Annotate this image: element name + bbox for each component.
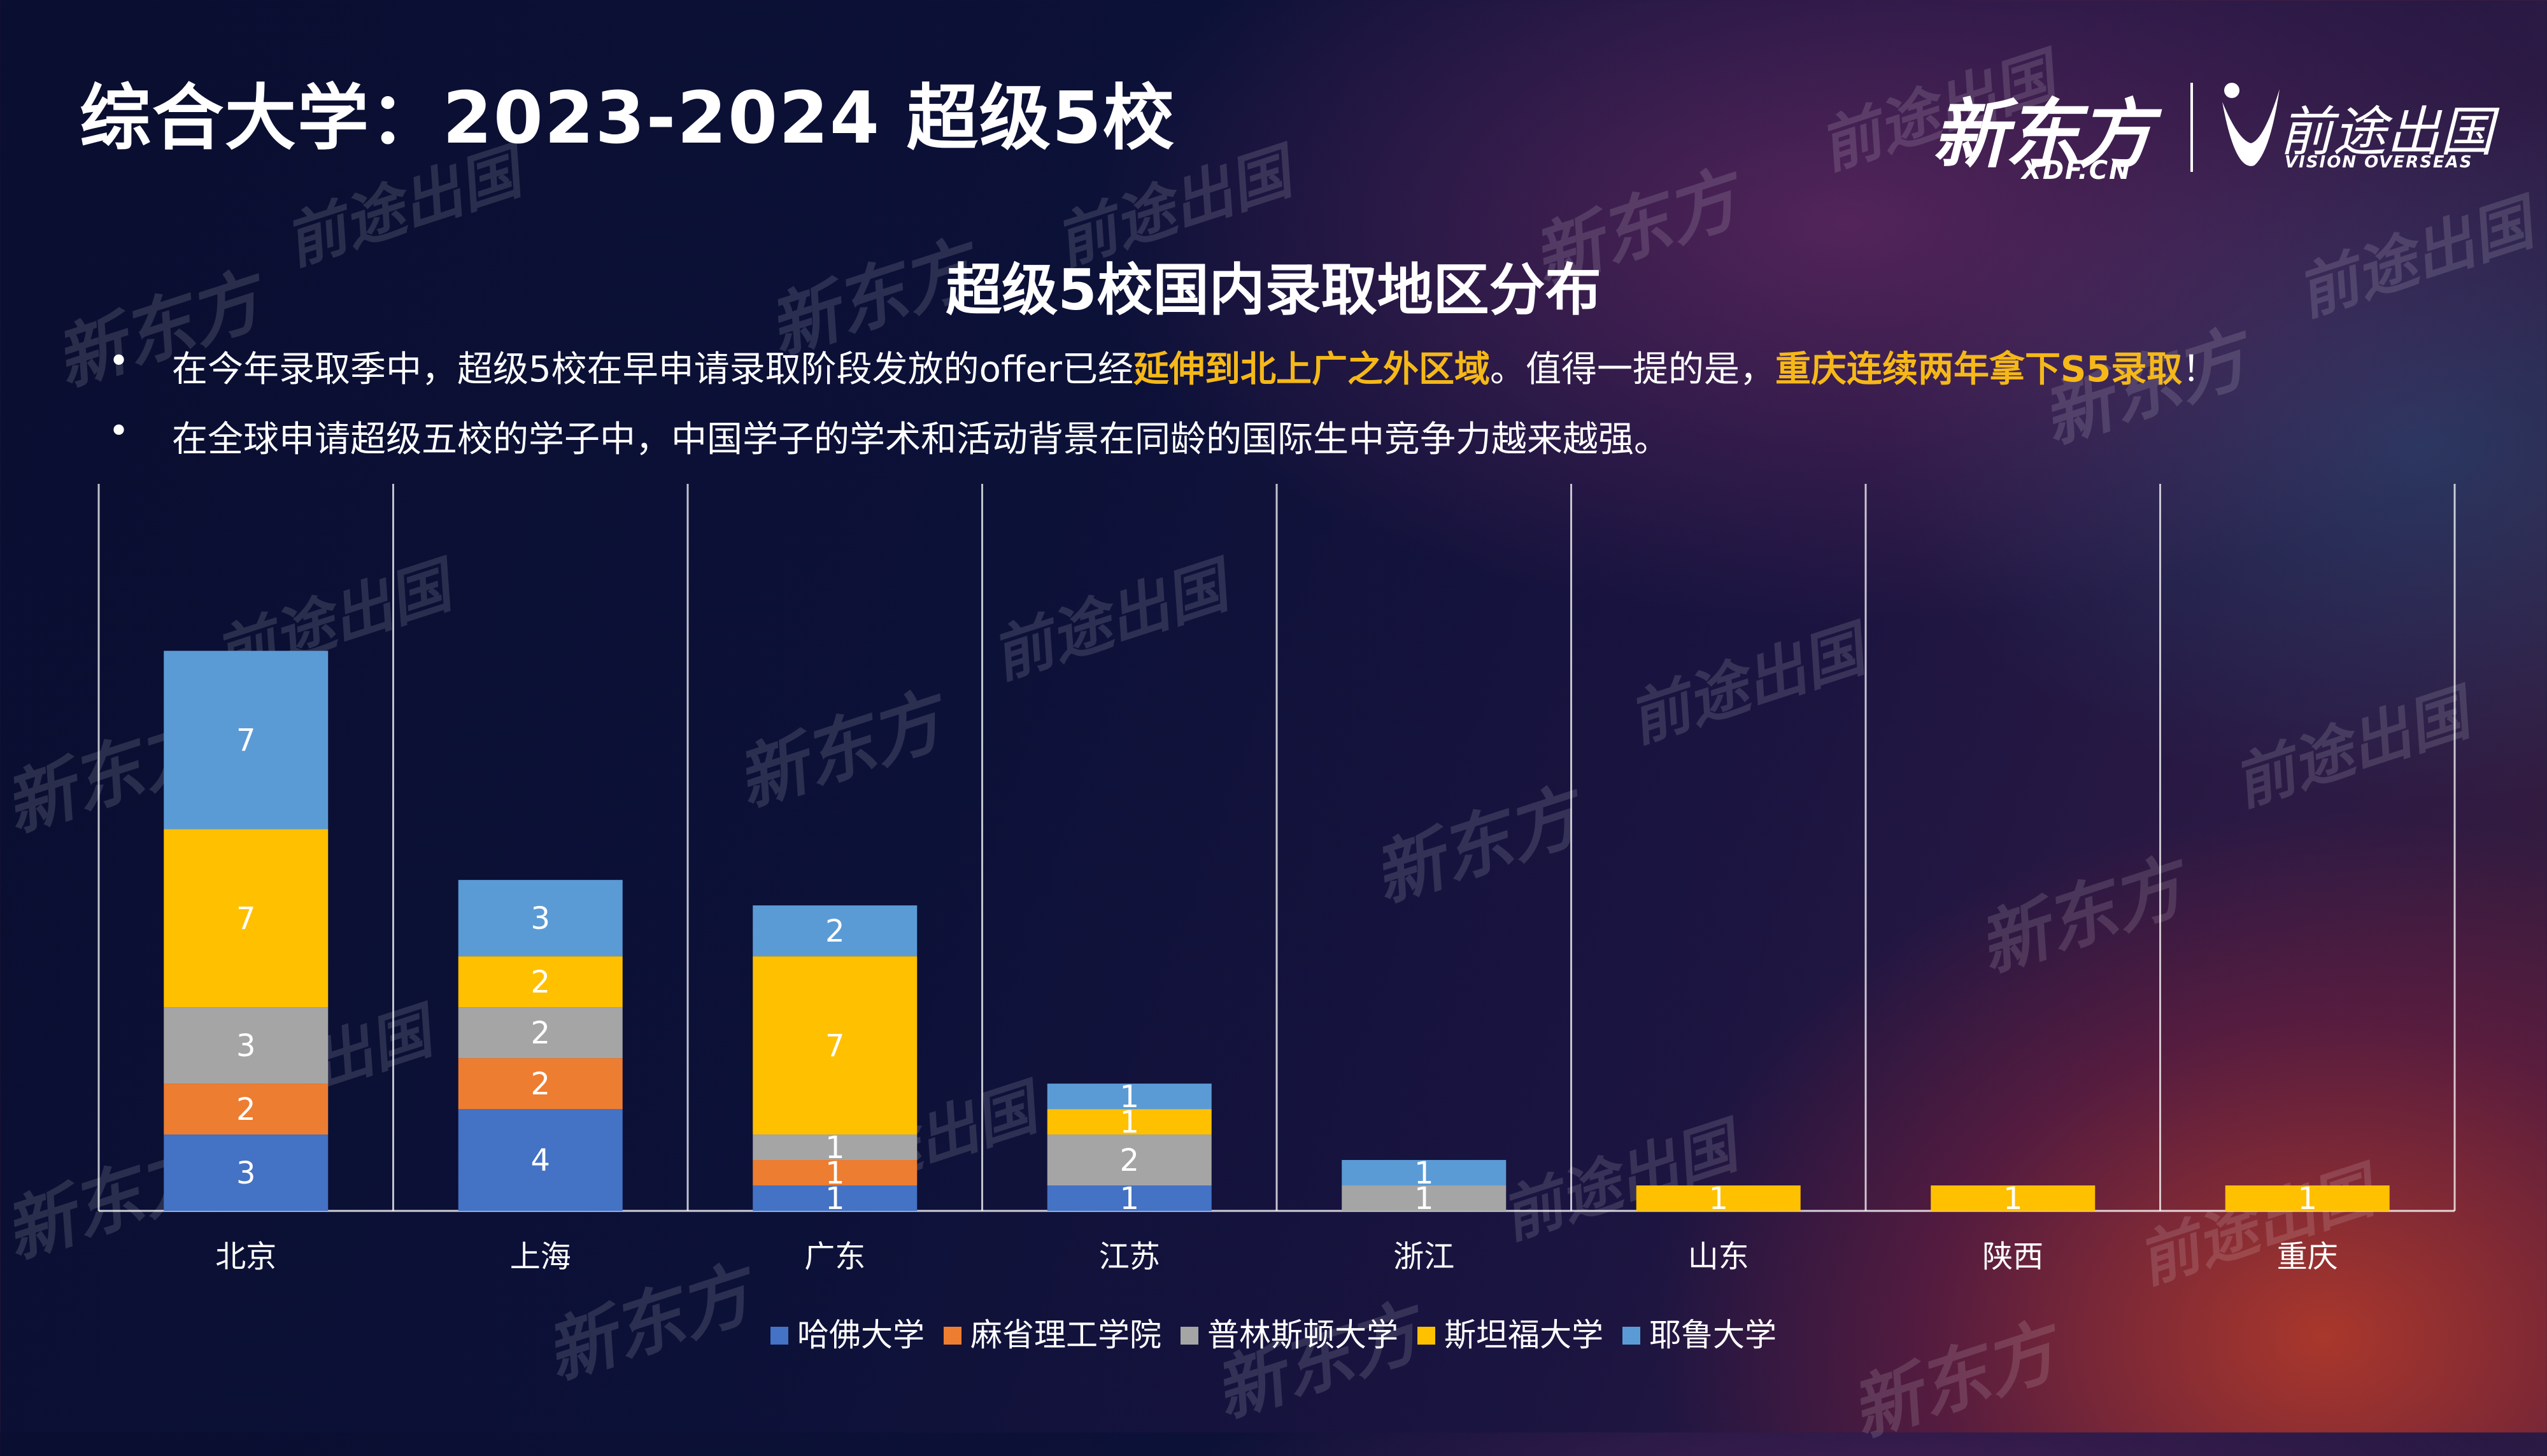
- page-title: 综合大学：2023-2024 超级5校: [80, 77, 1175, 160]
- vision-logo-en: VISION OVERSEAS: [2285, 153, 2473, 172]
- data-label: 7: [236, 901, 256, 937]
- bar-segment: [458, 880, 623, 957]
- data-label: 1: [1119, 1079, 1139, 1115]
- xdf-logo-en: XDF.CN: [2022, 156, 2132, 185]
- data-label: 2: [825, 914, 845, 949]
- bar-segment: [753, 1185, 918, 1211]
- data-label: 1: [1414, 1181, 1434, 1217]
- data-label: 2: [1119, 1143, 1139, 1178]
- data-label: 1: [1119, 1181, 1139, 1217]
- legend-label: 麻省理工学院: [970, 1317, 1161, 1354]
- bullet-text: 在全球申请超级五校的学子中，中国学子的学术和活动背景在同龄的国际生中竞争力越来越…: [172, 411, 1670, 462]
- legend-label: 普林斯顿大学: [1207, 1317, 1398, 1354]
- data-label: 1: [825, 1181, 845, 1217]
- bar-segment: [1047, 1084, 1212, 1110]
- legend-label: 哈佛大学: [797, 1317, 925, 1354]
- x-tick-label: 广东: [804, 1239, 865, 1275]
- x-tick-label: 北京: [215, 1239, 276, 1275]
- bullet-dot: •: [108, 341, 130, 382]
- bar-segment: [458, 1109, 623, 1211]
- bar-segment: [164, 1084, 329, 1135]
- data-label: 2: [530, 1066, 550, 1102]
- data-label: 1: [2003, 1181, 2023, 1217]
- legend-swatch: [1417, 1327, 1435, 1345]
- vision-logo-cn: 前途出国: [2280, 101, 2494, 163]
- bar-segment: [164, 829, 329, 1008]
- logo-divider: [2190, 83, 2193, 172]
- legend-swatch: [770, 1327, 788, 1345]
- bullet-segment: 在今年录取季中，超级5校在早申请录取阶段发放的offer已经: [172, 349, 1133, 390]
- legend-label: 斯坦福大学: [1444, 1317, 1603, 1354]
- bar-segment: [753, 1160, 918, 1186]
- data-label: 2: [530, 965, 550, 1000]
- data-label: 4: [530, 1143, 550, 1178]
- bar-segment: [1047, 1109, 1212, 1135]
- bar-segment: [1047, 1185, 1212, 1211]
- bullet-dot: •: [108, 411, 130, 452]
- x-tick-label: 上海: [510, 1239, 571, 1275]
- data-label: 3: [236, 1028, 256, 1064]
- bar-segment: [2225, 1185, 2390, 1211]
- chart-title: 超级5校国内录取地区分布: [946, 257, 1601, 323]
- bar-segment: [458, 1058, 623, 1110]
- data-label: 3: [236, 1156, 256, 1191]
- data-label: 1: [1414, 1156, 1434, 1191]
- xdf-logo-cn: 新东方: [1933, 90, 2153, 178]
- bullet-segment: 。值得一提的是，: [1489, 349, 1775, 390]
- bar-segment: [164, 1134, 329, 1211]
- bar-segment: [458, 956, 623, 1008]
- bar-segment: [1636, 1185, 1801, 1211]
- data-label: 1: [2297, 1181, 2317, 1217]
- bullet-segment: 在全球申请超级五校的学子中，中国学子的学术和活动背景在同龄的国际生中竞争力越来越…: [172, 419, 1670, 460]
- x-tick-label: 山东: [1688, 1239, 1749, 1275]
- bar-segment: [753, 1134, 918, 1161]
- bar-segment: [753, 956, 918, 1135]
- legend-swatch: [1181, 1327, 1198, 1345]
- bullet-segment: ！: [2182, 349, 2218, 390]
- bar-segment: [1342, 1185, 1507, 1211]
- data-label: 2: [236, 1092, 256, 1127]
- data-label: 7: [825, 1028, 845, 1064]
- x-tick-label: 陕西: [1982, 1239, 2043, 1275]
- x-tick-label: 江苏: [1099, 1239, 1160, 1275]
- data-label: 1: [825, 1156, 845, 1191]
- legend-swatch: [944, 1327, 961, 1345]
- bar-segment: [753, 905, 918, 957]
- highlighted-text: 重庆连续两年拿下S5录取: [1775, 349, 2183, 390]
- data-label: 7: [236, 723, 256, 758]
- x-tick-label: 重庆: [2277, 1239, 2338, 1275]
- vision-swoosh-icon: [2222, 83, 2280, 166]
- x-tick-label: 浙江: [1393, 1239, 1454, 1275]
- data-label: 2: [530, 1015, 550, 1051]
- bar-segment: [458, 1007, 623, 1059]
- data-label: 1: [1119, 1105, 1139, 1140]
- bar-segment: [164, 1007, 329, 1084]
- legend-swatch: [1622, 1327, 1640, 1345]
- bar-segment: [1931, 1185, 2096, 1211]
- vision-overseas-logo: 前途出国 VISION OVERSEAS: [2210, 76, 2502, 178]
- highlighted-text: 延伸到北上广之外区域: [1133, 349, 1490, 390]
- bar-segment: [164, 651, 329, 830]
- data-label: 1: [1708, 1181, 1728, 1217]
- data-label: 3: [530, 901, 550, 937]
- xdf-logo: 新东方 XDF.CN: [1933, 73, 2175, 185]
- bar-segment: [1047, 1134, 1212, 1186]
- legend-label: 耶鲁大学: [1649, 1317, 1777, 1354]
- bar-segment: [1342, 1160, 1507, 1186]
- data-label: 1: [825, 1130, 845, 1166]
- bullet-text: 在今年录取季中，超级5校在早申请录取阶段发放的offer已经延伸到北上广之外区域…: [172, 341, 2218, 392]
